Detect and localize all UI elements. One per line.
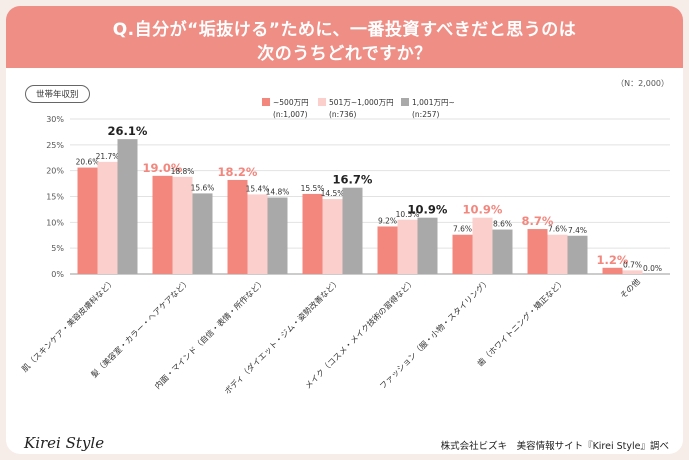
bar <box>152 175 173 274</box>
data-label: 15.5% <box>301 184 325 193</box>
data-label: 15.6% <box>191 183 215 192</box>
bar <box>567 235 588 274</box>
bar <box>247 194 268 274</box>
data-label: 8.6% <box>493 220 512 229</box>
legend-swatch <box>401 98 409 106</box>
legend-n: (n:257) <box>412 110 440 119</box>
data-label: 18.2% <box>218 165 258 179</box>
data-label: 18.8% <box>171 167 195 176</box>
chart-title-line2: 次のうちどれですか？ <box>257 44 432 64</box>
bar <box>267 197 288 274</box>
bar <box>397 219 418 274</box>
legend-label: 1,001万円~ <box>412 98 455 107</box>
legend-label: 501万~1,000万円 <box>329 98 394 107</box>
bar <box>322 199 343 274</box>
bar <box>227 179 248 274</box>
chart-title-line1: Q.自分が“垢抜ける”ために、一番投資すべきだと思うのは <box>112 20 577 40</box>
data-label: 14.8% <box>266 188 290 197</box>
data-label: 8.7% <box>522 214 554 228</box>
legend-n: (n:736) <box>329 110 357 119</box>
bar <box>622 270 643 274</box>
y-tick-label: 5% <box>51 244 64 253</box>
bar <box>342 187 363 274</box>
bar-chart: 0%5%10%15%20%25%30%20.6%21.7%26.1%肌（スキンケ… <box>19 98 670 396</box>
y-tick-label: 20% <box>46 167 64 176</box>
data-label: 10.5% <box>396 210 420 219</box>
data-label: 10.9% <box>408 203 448 217</box>
y-tick-label: 30% <box>46 115 64 124</box>
data-label: 21.7% <box>96 152 120 161</box>
legend-label: ~500万円 <box>273 98 309 107</box>
bar <box>472 217 493 274</box>
bar <box>602 267 623 274</box>
bar <box>97 161 118 274</box>
title-banner: Q.自分が“垢抜ける”ために、一番投資すべきだと思うのは 次のうちどれですか？ <box>6 6 683 68</box>
data-label: 19.0% <box>143 161 183 175</box>
bar <box>302 193 323 274</box>
bar <box>117 139 138 274</box>
data-label: 7.6% <box>548 225 567 234</box>
data-label: 15.4% <box>246 184 270 193</box>
data-label: 9.2% <box>378 216 397 225</box>
bar <box>77 167 98 274</box>
y-tick-label: 0% <box>51 270 64 279</box>
data-label: 0.7% <box>623 260 642 269</box>
data-label: 1.2% <box>597 253 629 267</box>
data-label: 7.4% <box>568 226 587 235</box>
bar <box>192 193 213 274</box>
data-label: 0.0% <box>643 264 662 273</box>
legend-n: (n:1,007) <box>273 110 308 119</box>
x-tick-label: ボディ（ダイエット・ジム・姿勢改善など） <box>222 276 342 396</box>
sample-size: （N：2,000） <box>616 79 669 88</box>
bar <box>492 229 513 274</box>
legend-swatch <box>262 98 270 106</box>
bar <box>417 217 438 274</box>
brand-logo: Kirei Style <box>24 434 105 452</box>
group-label: 世帯年収別 <box>25 85 90 103</box>
data-label: 14.5% <box>321 189 345 198</box>
x-tick-label: その他 <box>618 276 642 300</box>
data-label: 7.6% <box>453 225 472 234</box>
data-label: 16.7% <box>333 173 373 187</box>
legend-swatch <box>318 98 326 106</box>
bar <box>452 234 473 274</box>
data-label: 20.6% <box>76 158 100 167</box>
bar <box>377 226 398 274</box>
chart-card: Q.自分が“垢抜ける”ために、一番投資すべきだと思うのは 次のうちどれですか？ … <box>6 6 683 454</box>
bar <box>547 234 568 274</box>
y-tick-label: 10% <box>46 218 64 227</box>
x-tick-label: 歯（ホワイトニング・矯正など） <box>475 276 567 368</box>
source-credit: 株式会社ビズキ 美容情報サイト『Kirei Style』調べ <box>440 441 669 452</box>
bar <box>527 229 548 274</box>
y-tick-label: 25% <box>46 141 64 150</box>
bar <box>172 176 193 274</box>
data-label: 26.1% <box>108 124 148 138</box>
data-label: 10.9% <box>463 203 503 217</box>
y-tick-label: 15% <box>46 193 64 202</box>
